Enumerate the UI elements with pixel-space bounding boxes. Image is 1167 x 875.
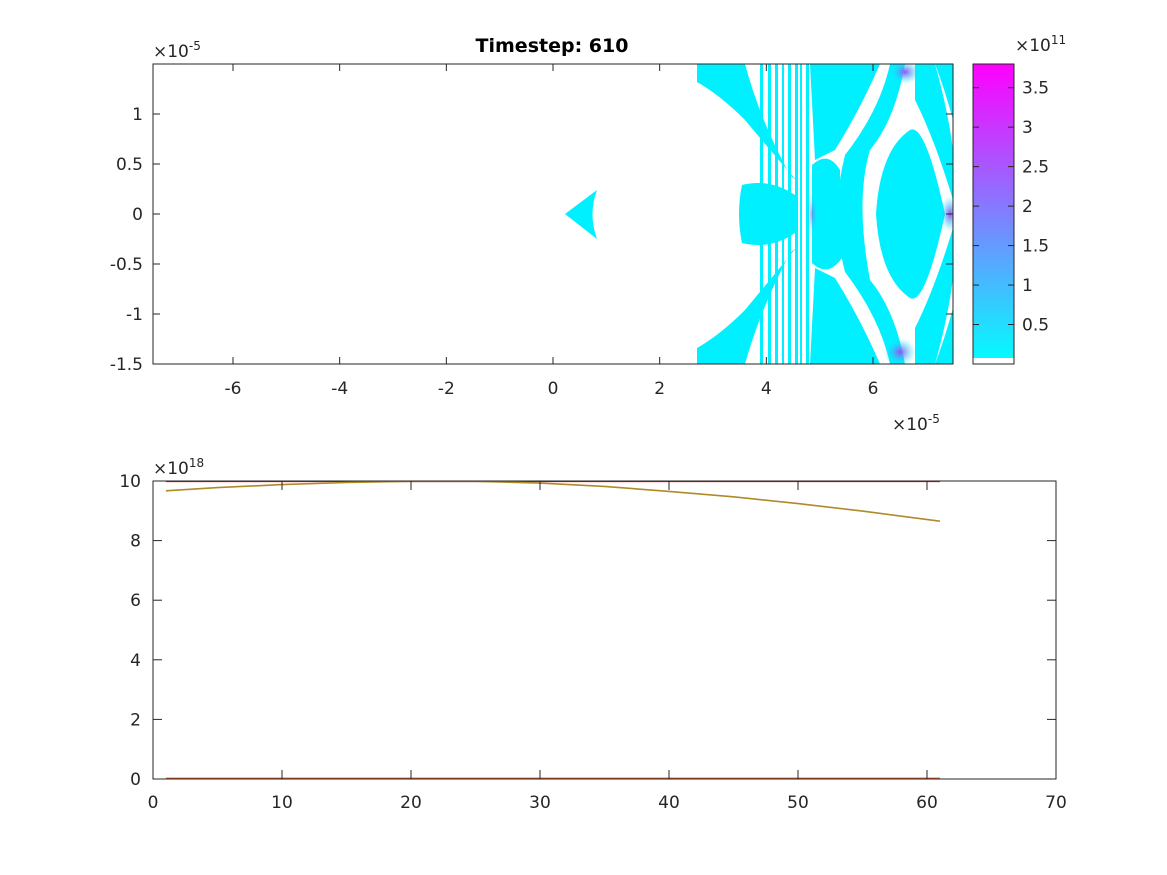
field-region [812,158,842,270]
line-y-tick-label: 8 [130,532,141,552]
colorbar-ticks: 0.5 1 1.5 2 2.5 3 3.5 [973,79,1049,336]
line-x-tick-label: 10 [271,793,293,813]
colorbar-tick-label: 0.5 [1022,316,1049,336]
heatmap-panel: -6 -4 -2 0 2 4 610.50-0.5-1-1.5 Timestep: 610 … [110,35,954,435]
colorbar-tick-label: 2.5 [1022,158,1049,178]
field-stripe [768,64,771,364]
field-region [697,248,796,364]
heatmap-x-exponent: ×10-5 [892,412,940,435]
heatmap-x-tick-label: -6 [225,379,242,399]
line-x-tick-label: 60 [916,793,938,813]
field-region [876,129,945,299]
heatmap-y-tick-label: -0.5 [110,255,143,275]
line-x-tick-label: 30 [529,793,551,813]
heatmap-title: Timestep: 610 [476,35,629,57]
colorbar-tick-label: 2 [1022,197,1033,217]
colorbar-tick-label: 1 [1022,276,1033,296]
heatmap-y-tick-label: -1 [126,305,143,325]
field-region [810,64,880,160]
line-x-tick-label: 70 [1045,793,1067,813]
line-x-tick-label: 40 [658,793,680,813]
field-stripe [782,64,784,364]
heatmap-x-tick-label: 4 [761,379,772,399]
heatmap-y-exponent: ×10-5 [153,39,201,62]
field-hotspot [884,338,916,364]
line-panel: 0 10 20 30 40 50 60 70 0 2 4 6 8 10 ×1018 [119,456,1066,813]
field-stripe [788,64,791,364]
line-y-tick-label: 4 [130,651,141,671]
field-hotspot [806,192,818,236]
field-stripe [760,64,763,364]
field-region [935,64,953,120]
heatmap-y-tick-label: 0.5 [116,155,143,175]
heatmap-x-tick-label: 2 [654,379,665,399]
line-x-tick-label: 0 [148,793,159,813]
field-region [565,190,597,239]
field-hotspot [889,64,921,84]
field-region [915,228,953,364]
field-region [739,182,795,246]
line-y-tick-label: 0 [130,770,141,790]
heatmap-x-tick-label: -4 [331,379,348,399]
line-x-tick-label: 20 [400,793,422,813]
field-region [935,308,953,364]
field-stripe [800,64,802,364]
heatmap-y-tick-label: -1.5 [110,355,143,375]
heatmap-y-tick-label: 0 [132,205,143,225]
field-region [810,268,880,364]
heatmap-x-tick-label: 0 [548,379,559,399]
heatmap-y-tick-label: 1 [132,105,143,125]
line-x-tick-label: 50 [787,793,809,813]
line-y-tick-label: 6 [130,591,141,611]
heatmap-x-tick-label: 6 [868,379,879,399]
field-region [837,64,905,364]
line-y-exponent: ×1018 [153,456,204,479]
line-y-tick-label: 2 [130,710,141,730]
field-regions [565,64,953,364]
colorbar-tick-label: 3 [1022,118,1033,138]
colorbar-tick-label: 3.5 [1022,79,1049,99]
heatmap-axes: -6 -4 -2 0 2 4 6 1 0.5 0 -0.5 -1 -1.5 [110,64,953,399]
colorbar: 0.5 1 1.5 2 2.5 3 3.5 ×1011 [972,33,1066,365]
line-axes: 0 10 20 30 40 50 60 70 0 2 4 6 8 10 [119,472,1066,813]
field-region [915,64,953,200]
field-stripe [775,64,778,364]
colorbar-tick-label: 1.5 [1022,237,1049,257]
colorbar-exponent: ×1011 [1015,33,1066,56]
field-stripe [795,64,798,364]
field-region [697,64,796,180]
heatmap-x-tick-label: -2 [438,379,455,399]
line-y-tick-label: 10 [119,472,141,492]
